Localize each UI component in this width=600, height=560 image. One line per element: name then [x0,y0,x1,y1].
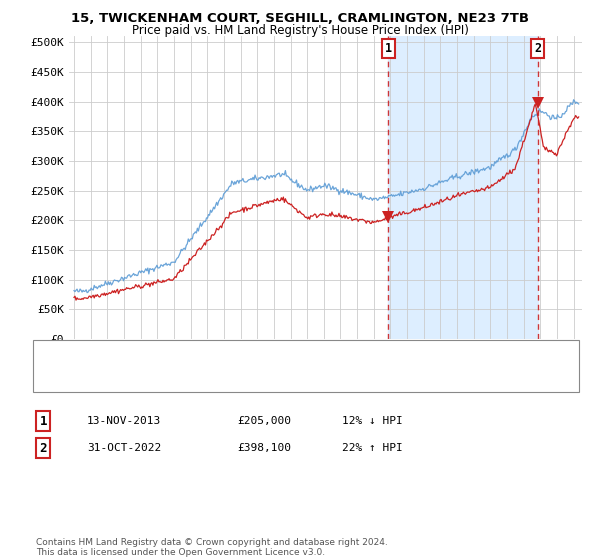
Text: 15, TWICKENHAM COURT, SEGHILL, CRAMLINGTON, NE23 7TB: 15, TWICKENHAM COURT, SEGHILL, CRAMLINGT… [71,12,529,25]
Text: 13-NOV-2013: 13-NOV-2013 [87,416,161,426]
Text: 22% ↑ HPI: 22% ↑ HPI [342,443,403,453]
Text: 31-OCT-2022: 31-OCT-2022 [87,443,161,453]
Text: HPI: Average price, detached house, Northumberland: HPI: Average price, detached house, Nort… [89,373,368,383]
Text: 2: 2 [534,42,541,55]
Text: £205,000: £205,000 [237,416,291,426]
Text: 15, TWICKENHAM COURT, SEGHILL, CRAMLINGTON, NE23 7TB (detached house): 15, TWICKENHAM COURT, SEGHILL, CRAMLINGT… [89,352,505,362]
Text: 1: 1 [40,414,47,428]
Bar [388,36,538,339]
Text: 12% ↓ HPI: 12% ↓ HPI [342,416,403,426]
Text: £398,100: £398,100 [237,443,291,453]
Text: Price paid vs. HM Land Registry's House Price Index (HPI): Price paid vs. HM Land Registry's House … [131,24,469,36]
Text: 1: 1 [385,42,392,55]
Text: 2: 2 [40,441,47,455]
Text: Contains HM Land Registry data © Crown copyright and database right 2024.
This d: Contains HM Land Registry data © Crown c… [36,538,388,557]
